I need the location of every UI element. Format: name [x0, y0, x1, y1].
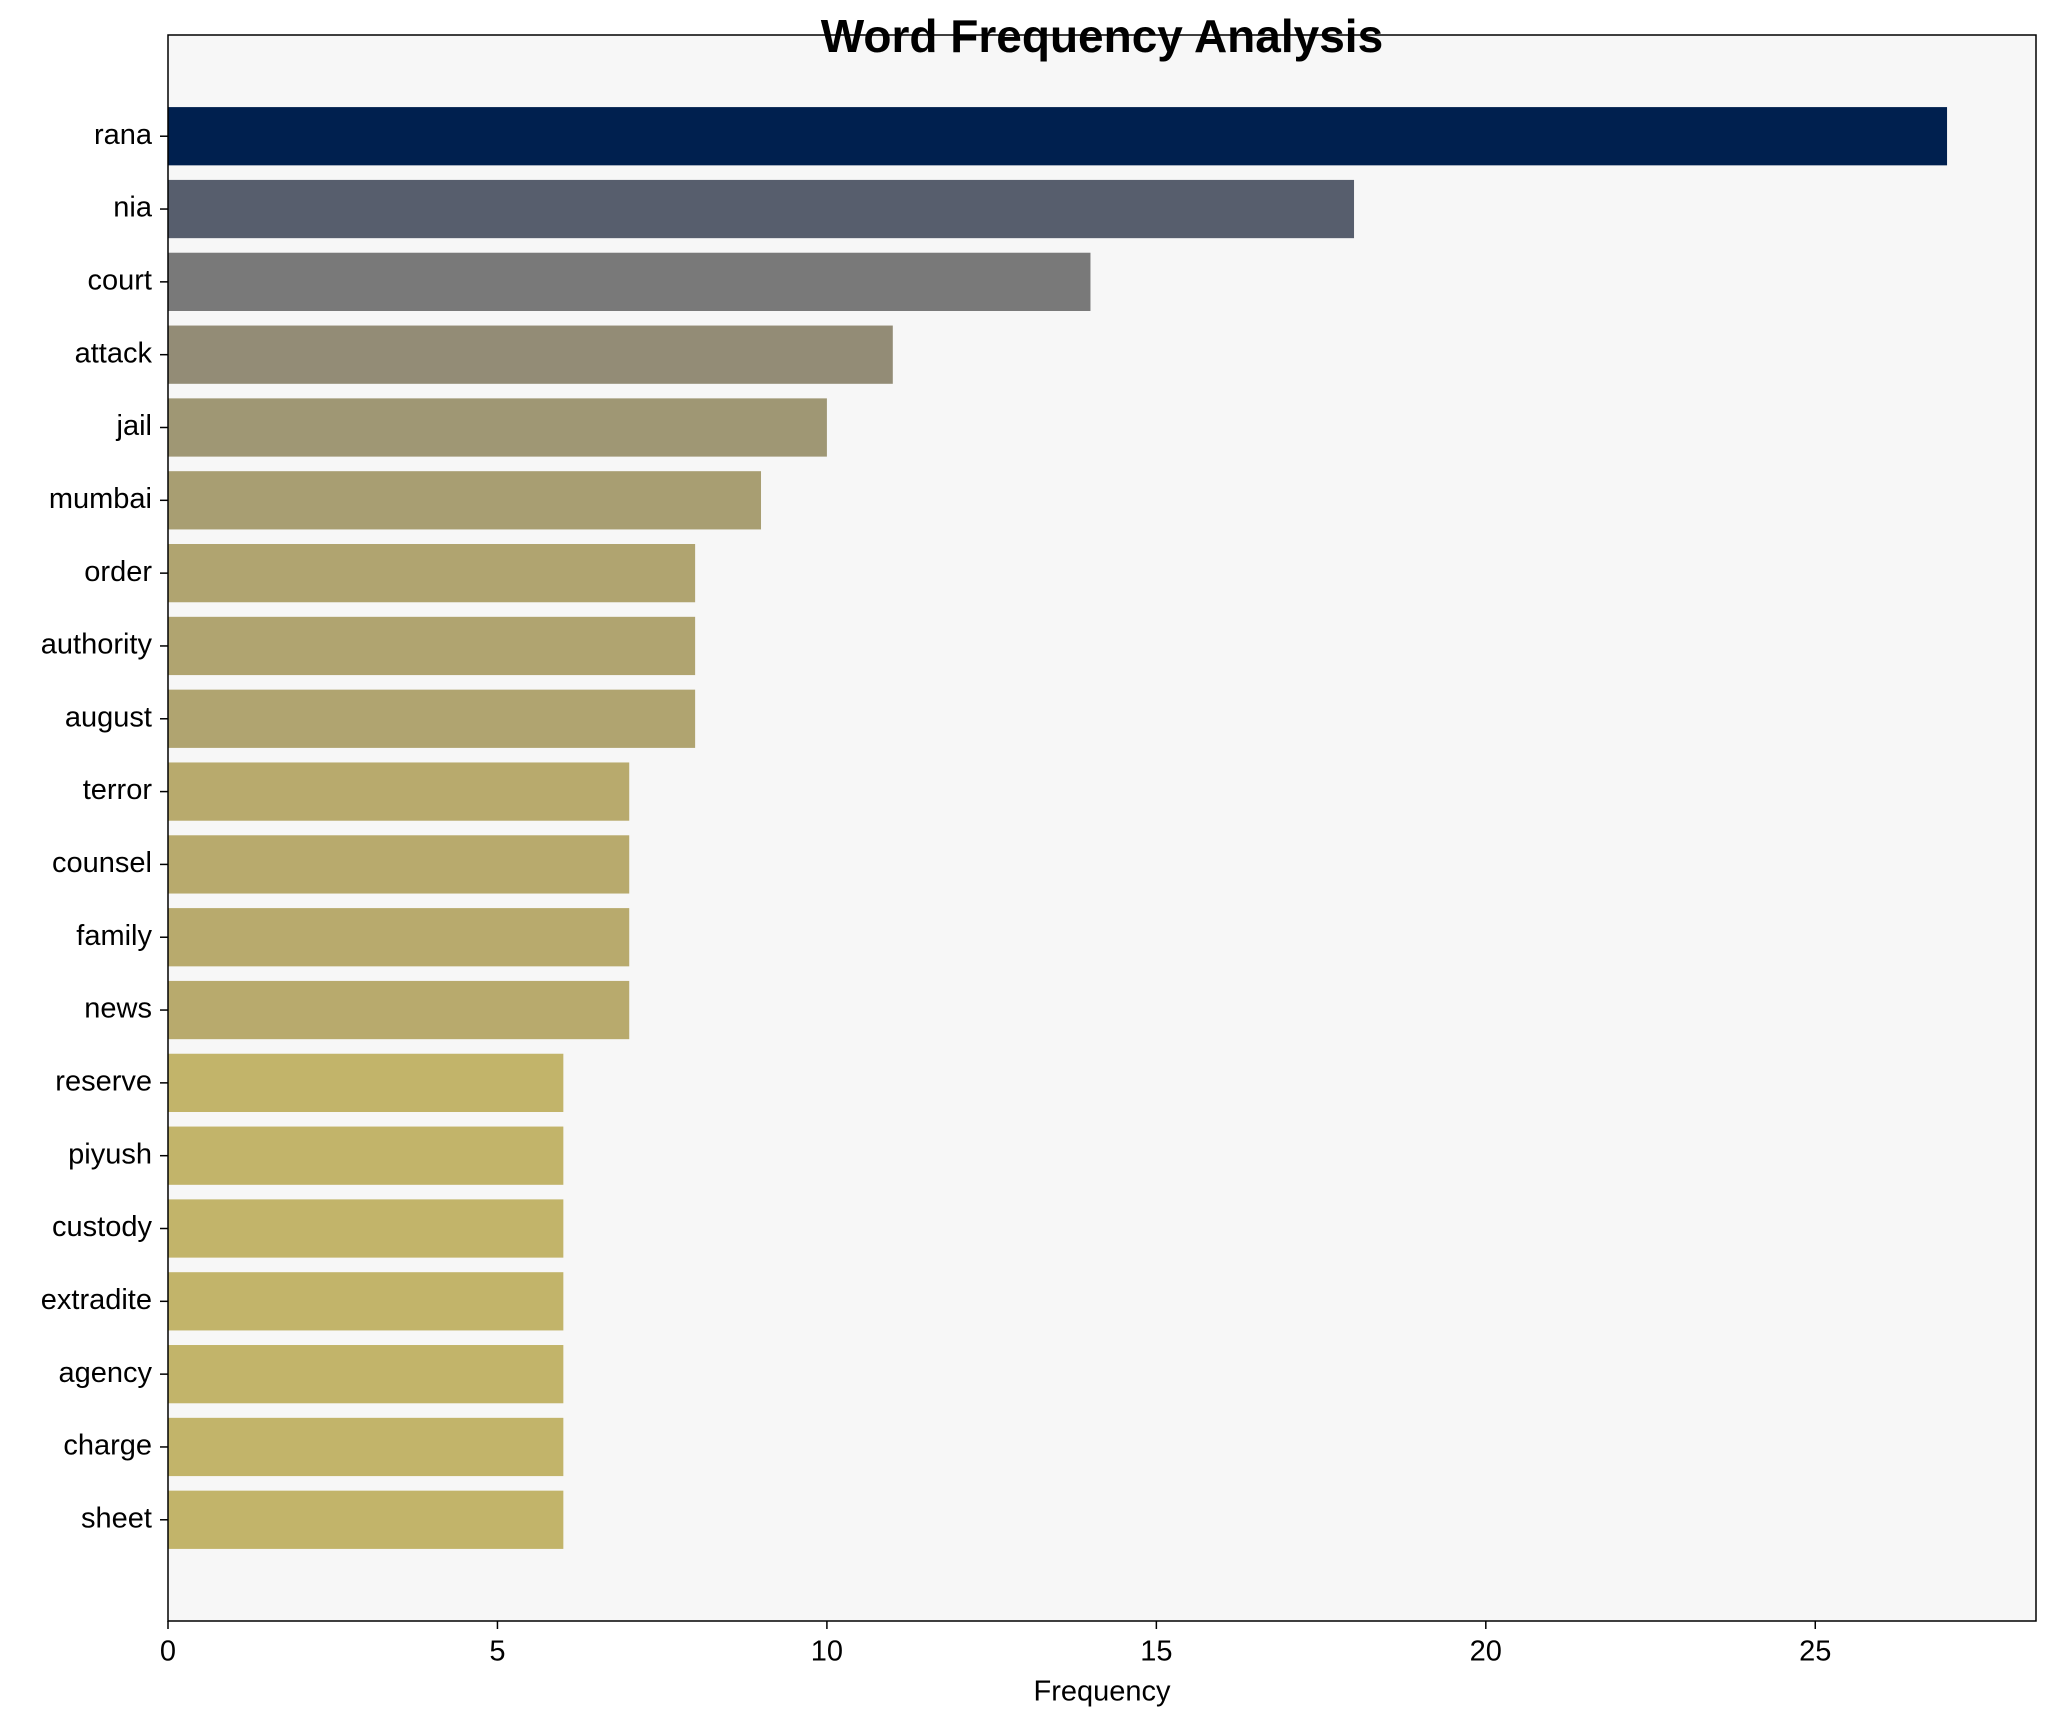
x-tick-label: 0 [160, 1636, 176, 1668]
bar [168, 835, 630, 894]
y-tick-label: counsel [52, 847, 152, 879]
x-tick-label: 20 [1470, 1636, 1502, 1668]
bar [168, 1490, 564, 1549]
y-tick-label: jail [116, 410, 152, 442]
y-tick-label: family [76, 920, 152, 952]
y-tick-label: mumbai [49, 483, 152, 515]
bar [168, 1199, 564, 1258]
bar [168, 689, 696, 748]
bar [168, 1126, 564, 1185]
x-tick-label: 25 [1799, 1636, 1831, 1668]
x-tick-label: 15 [1140, 1636, 1172, 1668]
y-tick-label: august [65, 701, 152, 733]
y-tick-label: terror [83, 774, 153, 806]
bar [168, 616, 696, 676]
bar [168, 398, 827, 457]
plot-frame [167, 34, 2037, 1622]
y-tick-label: attack [75, 337, 153, 369]
y-tick-label: custody [52, 1211, 152, 1243]
x-axis-label: Frequency [1033, 1676, 1171, 1708]
bar [168, 1417, 564, 1477]
bar [168, 980, 630, 1040]
bar [168, 252, 1091, 311]
y-tick-label: news [84, 993, 152, 1025]
chart-title: Word Frequency Analysis [821, 10, 1383, 62]
y-tick-label: piyush [68, 1138, 152, 1170]
y-tick-label: rana [94, 119, 153, 151]
y-tick-label: charge [63, 1430, 152, 1462]
bar [168, 908, 630, 967]
y-tick-label: order [84, 556, 152, 588]
bar [168, 762, 630, 821]
bar [168, 325, 893, 384]
y-tick-label: court [88, 265, 152, 297]
bar [168, 179, 1355, 239]
bar [168, 107, 1948, 166]
plot [168, 107, 1948, 1549]
y-tick-label: agency [58, 1357, 152, 1389]
bar [168, 1345, 564, 1404]
x-tick-label: 5 [489, 1636, 505, 1668]
y-tick-label: authority [41, 629, 153, 661]
y-tick-label: nia [113, 192, 153, 224]
y-tick-label: sheet [81, 1502, 152, 1534]
bar [168, 1272, 564, 1331]
bar [168, 1053, 564, 1112]
bar [168, 471, 762, 530]
x-tick-label: 10 [811, 1636, 843, 1668]
bar [168, 544, 696, 603]
y-tick-label: reserve [55, 1066, 152, 1098]
y-tick-label: extradite [41, 1284, 152, 1316]
